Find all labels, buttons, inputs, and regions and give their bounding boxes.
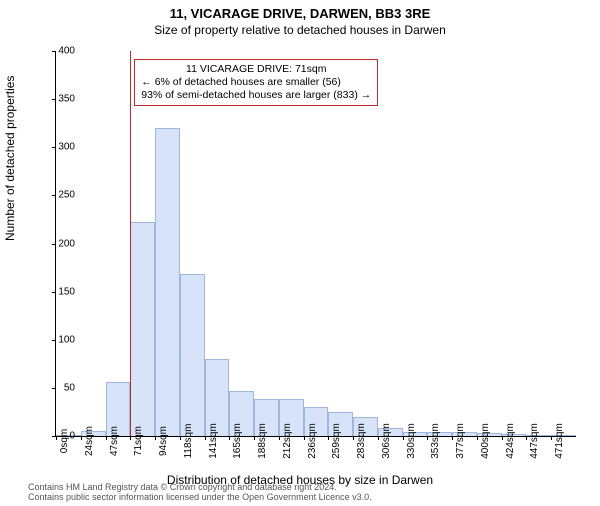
x-tick-label: 212sqm	[282, 423, 293, 459]
x-tick-label: 188sqm	[257, 423, 268, 459]
y-tick-label: 350	[45, 94, 75, 105]
credit-line-2: Contains public sector information licen…	[28, 493, 372, 503]
x-tick-label: 118sqm	[183, 424, 194, 459]
y-tick-label: 200	[45, 238, 75, 249]
x-tick	[427, 436, 428, 440]
page-subtitle: Size of property relative to detached ho…	[0, 23, 600, 37]
x-tick-label: 24sqm	[84, 426, 95, 456]
x-tick-label: 400sqm	[480, 423, 491, 459]
x-tick	[106, 436, 107, 440]
x-tick-label: 165sqm	[232, 423, 243, 459]
credits: Contains HM Land Registry data © Crown c…	[28, 483, 372, 503]
y-tick-label: 100	[45, 334, 75, 345]
x-tick-label: 94sqm	[158, 426, 169, 456]
x-tick	[279, 436, 280, 440]
histogram-bar	[130, 222, 155, 436]
x-tick-label: 353sqm	[430, 423, 441, 459]
x-tick-label: 447sqm	[529, 423, 540, 459]
x-tick	[502, 436, 503, 440]
x-tick-label: 71sqm	[133, 426, 144, 456]
plot-region: 0sqm24sqm47sqm71sqm94sqm118sqm141sqm165s…	[55, 51, 576, 437]
annotation-box: 11 VICARAGE DRIVE: 71sqm← 6% of detached…	[134, 59, 378, 106]
x-tick	[526, 436, 527, 440]
y-tick-label: 50	[45, 382, 75, 393]
y-tick-label: 150	[45, 286, 75, 297]
x-tick	[452, 436, 453, 440]
x-tick-label: 471sqm	[554, 423, 565, 459]
y-axis-label: Number of detached properties	[3, 76, 17, 241]
annotation-line: 93% of semi-detached houses are larger (…	[141, 89, 371, 102]
y-tick-label: 400	[45, 46, 75, 57]
y-tick-label: 300	[45, 142, 75, 153]
histogram-bar	[180, 274, 205, 436]
x-tick-label: 47sqm	[109, 426, 120, 456]
x-tick-label: 306sqm	[381, 423, 392, 459]
annotation-line: ← 6% of detached houses are smaller (56)	[141, 76, 371, 89]
x-tick	[378, 436, 379, 440]
chart-area: 0sqm24sqm47sqm71sqm94sqm118sqm141sqm165s…	[55, 51, 575, 436]
reference-line	[130, 51, 131, 436]
y-tick-label: 250	[45, 190, 75, 201]
x-tick-label: 424sqm	[505, 423, 516, 459]
x-tick-label: 330sqm	[406, 423, 417, 459]
x-tick-label: 259sqm	[331, 423, 342, 459]
x-tick-label: 141sqm	[208, 423, 219, 459]
annotation-line: 11 VICARAGE DRIVE: 71sqm	[141, 63, 371, 76]
x-tick	[130, 436, 131, 440]
x-tick-label: 377sqm	[455, 423, 466, 459]
x-tick	[254, 436, 255, 440]
x-tick	[353, 436, 354, 440]
x-tick-label: 283sqm	[356, 423, 367, 459]
x-tick-label: 236sqm	[307, 423, 318, 459]
y-tick-label: 0	[45, 431, 75, 442]
x-tick	[551, 436, 552, 440]
x-tick	[155, 436, 156, 440]
page-title: 11, VICARAGE DRIVE, DARWEN, BB3 3RE	[0, 6, 600, 21]
x-tick	[328, 436, 329, 440]
x-tick	[205, 436, 206, 440]
x-tick	[180, 436, 181, 440]
x-tick	[304, 436, 305, 440]
x-tick	[477, 436, 478, 440]
histogram-bar	[155, 128, 180, 436]
x-tick	[403, 436, 404, 440]
x-tick	[229, 436, 230, 440]
x-tick	[81, 436, 82, 440]
